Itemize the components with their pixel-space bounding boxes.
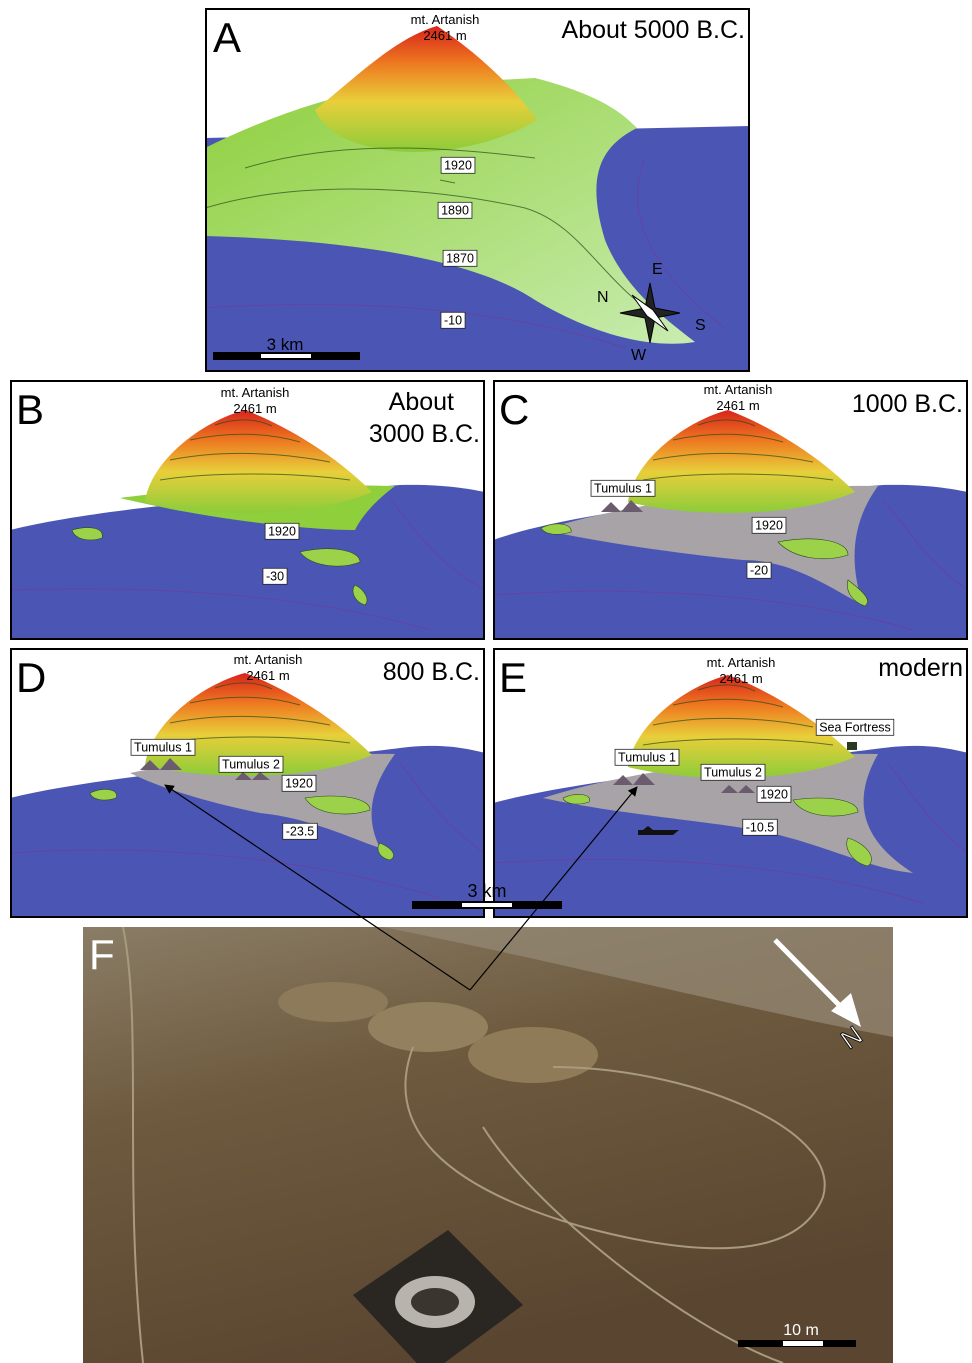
peak-height: 2461 m	[233, 401, 276, 416]
label-text: Tumulus 2	[222, 757, 280, 771]
shape	[278, 982, 388, 1022]
shape	[368, 1002, 488, 1052]
compass-w: W	[631, 347, 647, 364]
shape	[783, 1341, 823, 1346]
contour-label: Tumulus 1	[615, 749, 679, 765]
contour-label: 1920	[282, 775, 316, 791]
panel-d: Tumulus 1 Tumulus 2 1920 -23.5 mt. Artan…	[10, 648, 485, 918]
shape	[847, 742, 857, 750]
contour-label: -30	[263, 568, 287, 584]
label-text: 1870	[446, 251, 474, 265]
scale-label: 3 km	[267, 335, 304, 354]
period: 3000 B.C.	[369, 420, 480, 448]
label-text: 1920	[755, 518, 783, 532]
compass-e: E	[652, 261, 663, 278]
page: {"panels": [ {"letter": "A", "period": […	[0, 0, 972, 1363]
label-text: 1920	[268, 524, 296, 538]
panel-a: 1920 1890 1870 -10 N E S W 3 km mt. Arta…	[205, 8, 750, 372]
period: modern	[878, 654, 963, 682]
contour-label: Tumulus 2	[701, 764, 765, 780]
contour-label: Tumulus 2	[219, 756, 283, 772]
contour-label: 1870	[443, 250, 477, 266]
panel-c: Tumulus 1 1920 -20 mt. Artanish 2461 m C…	[493, 380, 968, 640]
label-text: -30	[266, 569, 284, 583]
compass-s: S	[695, 317, 706, 334]
peak-height: 2461 m	[246, 668, 289, 683]
contour-label: Sea Fortress	[816, 719, 894, 735]
period: About 5000 B.C.	[562, 16, 745, 44]
label-text: Tumulus 1	[618, 750, 676, 764]
label-text: -23.5	[286, 824, 315, 838]
period: About	[389, 388, 454, 416]
shape	[411, 1288, 459, 1316]
peak-name: mt. Artanish	[221, 385, 290, 400]
label-text: -10.5	[746, 820, 775, 834]
peak-name: mt. Artanish	[234, 652, 303, 667]
contour-label: -10.5	[743, 819, 778, 835]
contour-label: 1920	[441, 157, 475, 173]
contour-label: -20	[747, 562, 771, 578]
panel-e: Tumulus 1 Tumulus 2 Sea Fortress 1920 -1…	[493, 648, 968, 918]
panel-letter: A	[213, 14, 241, 61]
panel-letter: B	[16, 386, 44, 433]
contour-label: -23.5	[283, 823, 318, 839]
panel-letter: D	[16, 654, 46, 701]
label-text: -20	[750, 563, 768, 577]
label-text: Tumulus 1	[594, 481, 652, 495]
shape	[468, 1027, 598, 1083]
peak-height: 2461 m	[716, 398, 759, 413]
label-text: 1920	[760, 787, 788, 801]
panel-letter: F	[89, 931, 115, 978]
label-text: 1920	[444, 158, 472, 172]
contour-label: -10	[441, 312, 465, 328]
label-text: 1920	[285, 776, 313, 790]
period: 1000 B.C.	[852, 390, 963, 418]
peak-height: 2461 m	[719, 671, 762, 686]
compass-n: N	[597, 289, 609, 306]
label-text: 1890	[441, 203, 469, 217]
scale-label: 10 m	[783, 1322, 819, 1339]
peak-height: 2461 m	[423, 28, 466, 43]
contour-label: Tumulus 1	[131, 739, 195, 755]
panel-b: 1920 -30 mt. Artanish 2461 m B About 300…	[10, 380, 485, 640]
figure: 1920 1890 1870 -10 N E S W 3 km mt. Arta…	[0, 0, 972, 1363]
contour-label: 1920	[265, 523, 299, 539]
contour-label: Tumulus 1	[591, 480, 655, 496]
label-text: Sea Fortress	[819, 720, 891, 734]
photo-f: N 10 m F	[83, 927, 893, 1363]
period: 800 B.C.	[383, 658, 480, 686]
peak-name: mt. Artanish	[707, 655, 776, 670]
panel-letter: E	[499, 654, 527, 701]
contour-label: 1890	[438, 202, 472, 218]
peak-name: mt. Artanish	[411, 12, 480, 27]
label-text: Tumulus 1	[134, 740, 192, 754]
shape	[261, 354, 311, 358]
contour-label: 1920	[757, 786, 791, 802]
panel-letter: C	[499, 386, 529, 433]
label-text: -10	[444, 313, 462, 327]
scale-bar	[462, 903, 512, 907]
label-text: Tumulus 2	[704, 765, 762, 779]
peak-name: mt. Artanish	[704, 382, 773, 397]
scale-label: 3 km	[467, 881, 506, 901]
contour-label: 1920	[752, 517, 786, 533]
